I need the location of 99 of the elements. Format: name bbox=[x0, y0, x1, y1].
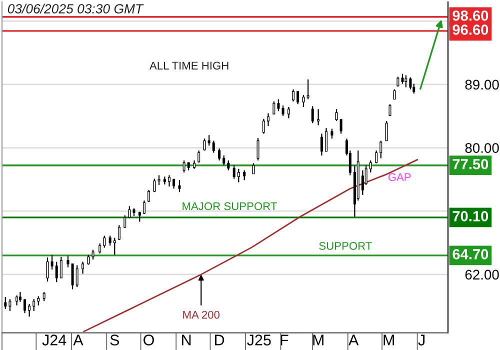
candlestick bbox=[393, 88, 396, 100]
candlestick bbox=[262, 118, 265, 134]
candlestick bbox=[4, 296, 7, 310]
candlestick bbox=[153, 178, 156, 193]
candlestick bbox=[325, 128, 328, 152]
candlestick bbox=[172, 178, 176, 190]
candlestick bbox=[71, 263, 74, 290]
candlestick bbox=[380, 140, 382, 159]
candlestick bbox=[292, 88, 295, 102]
candlestick bbox=[28, 303, 31, 318]
candlestick bbox=[232, 164, 236, 180]
candlestick bbox=[108, 235, 112, 246]
candlestick bbox=[198, 150, 200, 164]
annotation: ALL TIME HIGH bbox=[150, 62, 228, 70]
ref-line-label: 96.60 bbox=[452, 24, 488, 35]
x-tick-label: J bbox=[418, 334, 425, 346]
x-tick-label: N bbox=[182, 334, 191, 346]
annotation: GAP bbox=[388, 173, 411, 182]
candlestick bbox=[409, 76, 412, 90]
candlestick bbox=[361, 170, 364, 196]
candlestick bbox=[282, 104, 284, 117]
x-tick-label: M bbox=[384, 334, 394, 346]
candlestick bbox=[208, 134, 210, 146]
candlestick bbox=[203, 138, 206, 152]
candlestick bbox=[60, 256, 62, 279]
candlestick bbox=[16, 295, 18, 306]
candlestick bbox=[8, 298, 12, 312]
candlestick bbox=[55, 261, 58, 283]
candlestick bbox=[311, 106, 314, 124]
candlestick bbox=[158, 174, 160, 186]
candlestick bbox=[66, 254, 70, 268]
candlestick bbox=[266, 112, 270, 127]
x-tick-label: O bbox=[144, 334, 154, 346]
candlestick bbox=[113, 237, 116, 256]
candlestick bbox=[218, 148, 221, 161]
y-tick-label: 62.00 bbox=[465, 270, 499, 280]
candlestick bbox=[401, 73, 404, 84]
candlestick bbox=[302, 94, 305, 108]
candlestick bbox=[396, 76, 400, 88]
candlestick bbox=[317, 108, 320, 126]
candlestick bbox=[42, 291, 46, 302]
x-tick-label: D bbox=[215, 334, 224, 346]
candlestick bbox=[404, 74, 408, 88]
ref-line-label: 98.60 bbox=[452, 10, 488, 21]
candlestick bbox=[92, 249, 94, 260]
candlestick bbox=[37, 296, 40, 306]
candlestick bbox=[124, 214, 126, 229]
candlestick bbox=[227, 160, 230, 171]
candlestick bbox=[18, 291, 22, 302]
candlestick bbox=[76, 264, 78, 288]
candlestick bbox=[306, 78, 310, 100]
candlestick bbox=[330, 128, 334, 140]
candlestick bbox=[222, 154, 226, 166]
candlestick bbox=[103, 235, 106, 248]
candlestick bbox=[375, 150, 378, 164]
x-tick-label: J25 bbox=[247, 334, 271, 346]
candlestick bbox=[256, 137, 260, 161]
candlestick bbox=[87, 254, 90, 266]
candlestick bbox=[340, 118, 342, 134]
x-tick-label: S bbox=[110, 334, 120, 346]
candlestick bbox=[296, 90, 300, 105]
annotation: SUPPORT bbox=[319, 242, 372, 250]
candlestick bbox=[23, 298, 26, 314]
x-tick-label: M bbox=[313, 334, 324, 346]
candlestick bbox=[272, 100, 276, 115]
candlestick bbox=[98, 242, 102, 254]
candlestick bbox=[287, 106, 290, 119]
candlestick bbox=[369, 160, 372, 173]
candlestick bbox=[243, 170, 246, 181]
candlestick bbox=[178, 180, 181, 193]
candlestick bbox=[212, 140, 215, 154]
y-tick-label: 80.00 bbox=[465, 143, 499, 153]
line-series bbox=[83, 159, 418, 332]
ref-line-label: 70.10 bbox=[452, 211, 488, 222]
candlestick bbox=[32, 298, 36, 312]
candlestick bbox=[252, 162, 255, 174]
candlestick bbox=[50, 254, 54, 270]
candlestick bbox=[142, 200, 146, 214]
x-tick-label: A bbox=[348, 334, 359, 346]
candlestick bbox=[320, 133, 323, 156]
candlestick bbox=[168, 174, 171, 188]
x-tick-label: J24 bbox=[42, 334, 66, 346]
candlestick bbox=[46, 256, 49, 282]
ref-line-label: 64.70 bbox=[452, 249, 488, 260]
candlestick bbox=[277, 98, 280, 112]
candlestick bbox=[82, 261, 84, 274]
chart-title: 03/06/2025 03:30 GMT bbox=[8, 4, 144, 14]
ref-line-label: 77.50 bbox=[452, 158, 488, 170]
candlestick bbox=[388, 104, 392, 117]
candlestick bbox=[385, 120, 388, 142]
candlestick bbox=[148, 189, 150, 203]
text: MA 200 bbox=[183, 310, 220, 319]
y-tick-label: 89.00 bbox=[465, 80, 499, 90]
candlestick bbox=[118, 224, 120, 241]
annotation: MAJOR SUPPORT bbox=[182, 202, 277, 210]
candlestick bbox=[237, 168, 240, 183]
candlestick bbox=[335, 108, 338, 122]
candlestick bbox=[182, 160, 186, 173]
x-tick-label: A bbox=[73, 334, 84, 346]
